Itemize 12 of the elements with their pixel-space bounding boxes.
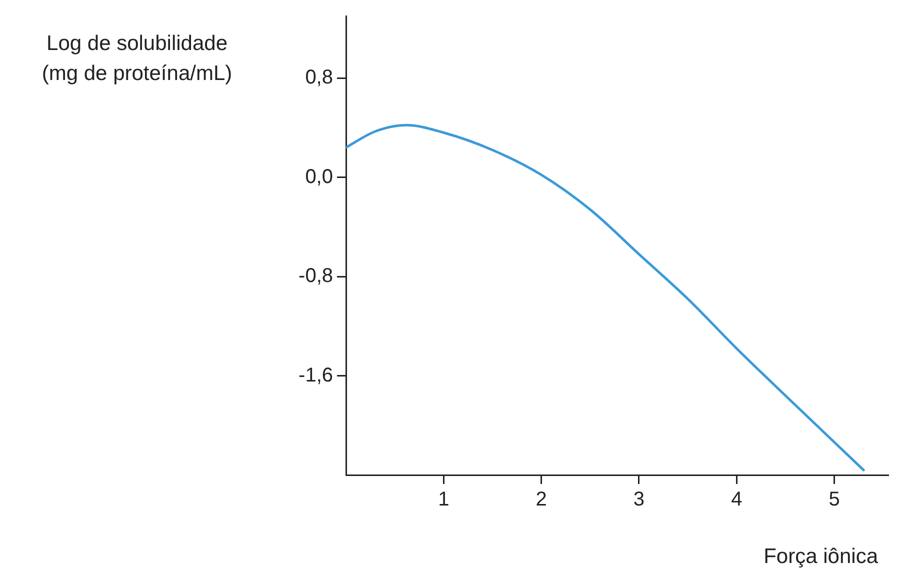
y-tick-label: -0,8 — [298, 265, 333, 288]
x-tick-label: 2 — [536, 488, 547, 511]
y-tick-label: -1,6 — [298, 364, 333, 386]
y-axis-title: Log de solubilidade (mg de proteína/mL) — [42, 32, 232, 85]
x-tick-label: 3 — [633, 488, 645, 511]
y-tick-label: 0,8 — [305, 66, 333, 89]
x-tick-label: 5 — [828, 488, 840, 511]
x-tick-label: 4 — [731, 488, 742, 511]
line-series — [346, 124, 865, 472]
x-tick-label: 1 — [438, 488, 450, 511]
x-axis-title: Força iônica — [764, 544, 878, 568]
y-tick-label: 0,0 — [305, 166, 333, 188]
